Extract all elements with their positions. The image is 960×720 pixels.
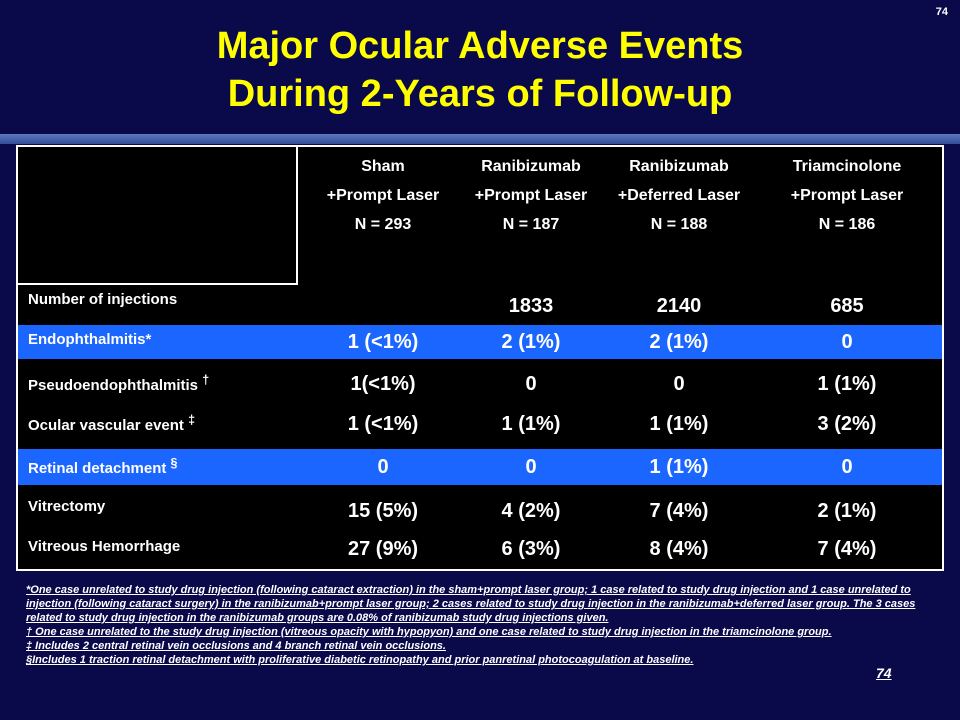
row-label: Endophthalmitis* [28, 331, 152, 348]
cell-ranibizumab-deferred: 1 (1%) [649, 413, 709, 435]
cell-triamcinolone: 7 (4%) [817, 538, 877, 560]
column-treatment: +Prompt Laser [326, 187, 440, 204]
table-row-pseudoendophthalmitis: Pseudoendophthalmitis † 1(<1%) 0 0 1 (1%… [18, 363, 942, 403]
cell-ranibizumab-prompt: 1 (1%) [501, 413, 561, 435]
table-row-ocular-vascular: Ocular vascular event ‡ 1 (<1%) 1 (1%) 1… [18, 403, 942, 445]
cell-ranibizumab-prompt: 2 (1%) [501, 331, 561, 353]
column-treatment: +Prompt Laser [790, 187, 904, 204]
cell-ranibizumab-deferred: 2 (1%) [649, 331, 709, 353]
table-row-vitreous-hemorrhage: Vitreous Hemorrhage 27 (9%) 6 (3%) 8 (4%… [18, 529, 942, 569]
row-label: Vitreous Hemorrhage [28, 538, 181, 555]
row-label: Ocular vascular event ‡ [28, 413, 195, 434]
cell-ranibizumab-deferred: 2140 [656, 295, 702, 317]
cell-ranibizumab-prompt: 0 [525, 373, 537, 395]
column-n: N = 186 [818, 216, 876, 233]
column-name: Triamcinolone [792, 158, 902, 175]
column-header-triamcinolone: Triamcinolone +Prompt Laser N = 186 [772, 157, 922, 244]
row-label-text: Pseudoendophthalmitis [28, 377, 199, 394]
table-corner-cell [18, 147, 298, 285]
cell-ranibizumab-prompt: 4 (2%) [501, 500, 561, 522]
footnote-dagger: † One case unrelated to the study drug i… [26, 626, 832, 638]
cell-sham: 0 [377, 456, 389, 478]
cell-sham: 15 (5%) [347, 500, 419, 522]
footnotes: *One case unrelated to study drug inject… [26, 583, 946, 667]
title-line-2: During 2-Years of Follow-up [227, 73, 733, 115]
slide-number-bottom: 74 [876, 665, 892, 681]
column-header-ranibizumab-deferred: Ranibizumab +Deferred Laser N = 188 [604, 157, 754, 244]
cell-sham: 27 (9%) [347, 538, 419, 560]
column-n: N = 187 [502, 216, 560, 233]
column-name: Ranibizumab [629, 158, 729, 175]
cell-sham: 1 (<1%) [347, 331, 419, 353]
footnote-star: *One case unrelated to study drug inject… [26, 584, 916, 624]
section-mark: § [170, 456, 178, 470]
footnote-section: §Includes 1 traction retinal detachment … [26, 654, 694, 666]
title-divider [0, 134, 960, 144]
dagger-mark: † [202, 373, 210, 387]
cell-triamcinolone: 685 [830, 295, 864, 317]
cell-sham: 1 (<1%) [347, 413, 419, 435]
row-label-text: Retinal detachment [28, 460, 167, 477]
column-name: Sham [361, 158, 405, 175]
cell-sham: 1(<1%) [350, 373, 416, 395]
row-label-text: Ocular vascular event [28, 417, 184, 434]
cell-triamcinolone: 0 [841, 331, 853, 353]
row-label: Pseudoendophthalmitis † [28, 373, 209, 394]
row-label: Number of injections [28, 291, 178, 308]
cell-ranibizumab-deferred: 1 (1%) [649, 456, 709, 478]
row-label: Retinal detachment § [28, 456, 178, 477]
table-row-retinal-detachment: Retinal detachment § 0 0 1 (1%) 0 [18, 447, 942, 487]
cell-ranibizumab-prompt: 1833 [508, 295, 554, 317]
table-row-endophthalmitis: Endophthalmitis* 1 (<1%) 2 (1%) 2 (1%) 0 [18, 323, 942, 361]
column-name: Ranibizumab [481, 158, 581, 175]
column-treatment: +Prompt Laser [474, 187, 588, 204]
cell-ranibizumab-deferred: 7 (4%) [649, 500, 709, 522]
column-header-ranibizumab-prompt: Ranibizumab +Prompt Laser N = 187 [456, 157, 606, 244]
cell-ranibizumab-prompt: 6 (3%) [501, 538, 561, 560]
column-n: N = 188 [650, 216, 708, 233]
cell-ranibizumab-deferred: 0 [673, 373, 685, 395]
column-n: N = 293 [354, 216, 412, 233]
title-line-1: Major Ocular Adverse Events [216, 25, 744, 67]
cell-triamcinolone: 2 (1%) [817, 500, 877, 522]
slide-title: Major Ocular Adverse Events During 2-Yea… [0, 22, 960, 118]
table-row-vitrectomy: Vitrectomy 15 (5%) 4 (2%) 7 (4%) 2 (1%) [18, 489, 942, 529]
cell-triamcinolone: 1 (1%) [817, 373, 877, 395]
cell-ranibizumab-deferred: 8 (4%) [649, 538, 709, 560]
double-dagger-mark: ‡ [188, 413, 196, 427]
footnote-double-dagger: ‡ Includes 2 central retinal vein occlus… [26, 640, 446, 652]
table-row-injections: Number of injections 1833 2140 685 [18, 283, 942, 325]
cell-triamcinolone: 3 (2%) [817, 413, 877, 435]
row-label: Vitrectomy [28, 498, 106, 515]
column-treatment: +Deferred Laser [617, 187, 741, 204]
cell-triamcinolone: 0 [841, 456, 853, 478]
adverse-events-table: Sham +Prompt Laser N = 293 Ranibizumab +… [16, 145, 944, 571]
slide-number-top: 74 [935, 6, 948, 18]
column-header-sham: Sham +Prompt Laser N = 293 [308, 157, 458, 244]
cell-ranibizumab-prompt: 0 [525, 456, 537, 478]
